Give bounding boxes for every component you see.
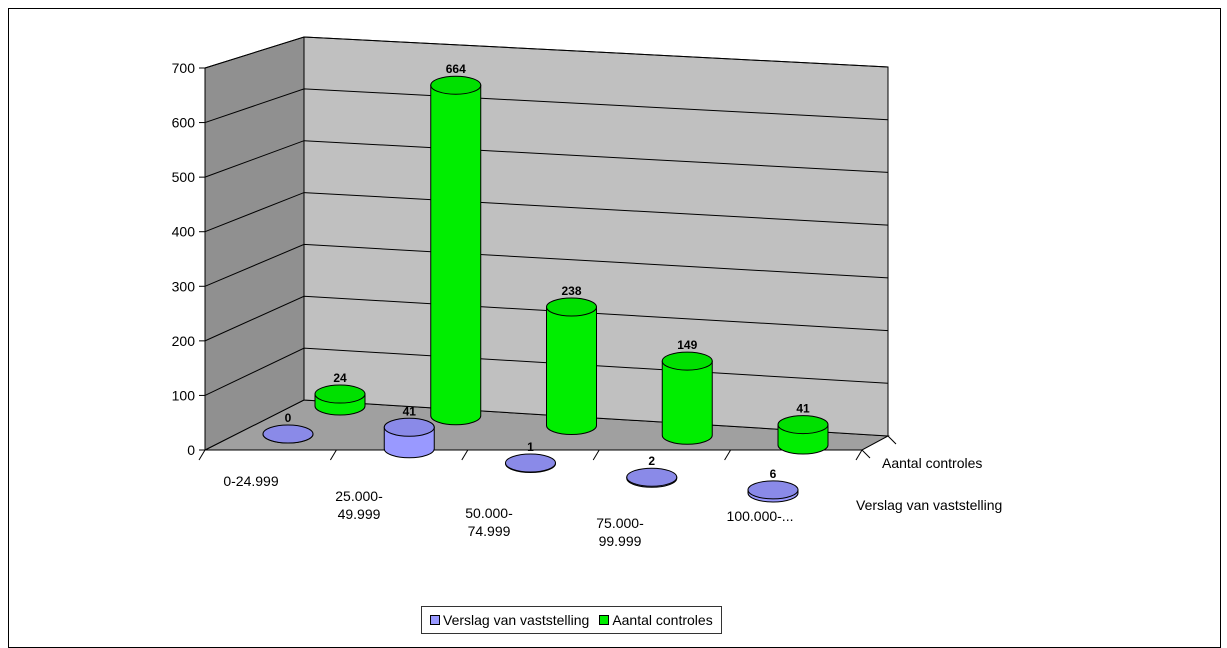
gridline	[204, 140, 889, 178]
bar-aantal-controles-4: 41	[777, 402, 829, 455]
y-tick-label: 400	[172, 224, 196, 240]
data-label: 41	[403, 404, 417, 418]
cylinder-body	[661, 360, 713, 445]
cylinder-body	[546, 306, 597, 435]
chart-legend: Verslag van vaststelling Aantal controle…	[421, 606, 722, 634]
cylinder-top	[777, 415, 829, 435]
bar-aantal-controles-0: 24	[314, 371, 366, 416]
gridline	[204, 295, 889, 342]
data-label: 149	[677, 338, 697, 352]
gridline	[204, 192, 889, 233]
z-tick	[861, 449, 871, 459]
x-tick	[198, 449, 206, 461]
z-tick	[887, 435, 897, 445]
gridline	[204, 243, 889, 287]
x-tick	[592, 449, 600, 461]
data-label: 238	[561, 284, 581, 298]
y-tick-label: 200	[172, 333, 196, 349]
x-tick-label: 75.000-99.999	[596, 515, 644, 549]
cylinder-top	[626, 467, 678, 487]
z-tick-label: Verslag van vaststelling	[856, 497, 1002, 513]
gridline	[204, 88, 889, 124]
bar-verslag-3: 2	[626, 454, 678, 488]
legend-label-aantal: Aantal controles	[612, 612, 713, 628]
z-tick-label: Aantal controles	[882, 455, 982, 471]
legend-swatch-verslag	[430, 615, 440, 625]
x-tick-label: 50.000-74.999	[465, 505, 513, 539]
x-tick-label: 100.000-...	[727, 508, 794, 524]
legend-item-verslag: Verslag van vaststelling	[430, 612, 589, 628]
bar-aantal-controles-1: 664	[430, 62, 482, 426]
x-tick	[855, 449, 863, 461]
cylinder-top	[383, 417, 435, 437]
x-tick-label: 0-24.999	[223, 473, 278, 489]
data-label: 664	[446, 62, 466, 76]
y-tick-label: 100	[172, 387, 196, 403]
cylinder-top	[314, 384, 366, 404]
legend-swatch-aantal	[599, 615, 610, 625]
data-label: 2	[648, 454, 655, 468]
bar-verslag-0: 0	[262, 411, 314, 444]
bar-verslag-2: 1	[505, 440, 556, 473]
x-tick	[724, 449, 732, 461]
cylinder-top	[262, 424, 314, 444]
y-tick-labels: 0 100 200 300 400 500 600 700	[172, 60, 205, 458]
y-tick-label: 300	[172, 278, 196, 294]
z-tick-labels: Aantal controles Verslag van vaststelling	[856, 455, 1002, 513]
y-tick-label: 600	[172, 115, 196, 131]
x-tick-labels: 0-24.999 25.000-49.999 50.000-74.999 75.000…	[223, 473, 793, 549]
x-tick	[329, 449, 337, 461]
gridline	[204, 36, 889, 69]
cylinder-body	[430, 84, 482, 426]
legend-label-verslag: Verslag van vaststelling	[443, 612, 590, 628]
x-tick-label: 25.000-49.999	[335, 488, 383, 522]
y-tick-label: 0	[187, 442, 195, 458]
cylinder-top	[505, 453, 556, 473]
data-label: 41	[796, 402, 810, 416]
y-tick-label: 700	[172, 60, 196, 76]
cylinder-top	[661, 351, 713, 371]
cylinder-top	[747, 480, 799, 500]
x-tick	[461, 449, 469, 461]
data-label: 24	[333, 371, 347, 385]
bar-verslag-1: 41	[383, 404, 435, 459]
legend-item-aantal: Aantal controles	[599, 612, 713, 628]
cylinder-top	[430, 75, 482, 95]
data-label: 1	[527, 440, 534, 454]
y-tick-label: 500	[172, 169, 196, 185]
bar-verslag-4: 6	[747, 467, 799, 503]
bar-aantal-controles-2: 238	[546, 284, 597, 435]
bar-aantal-controles-3: 149	[661, 338, 713, 445]
data-label: 0	[285, 411, 292, 425]
cylinder-top	[546, 297, 597, 317]
data-label: 6	[770, 467, 777, 481]
